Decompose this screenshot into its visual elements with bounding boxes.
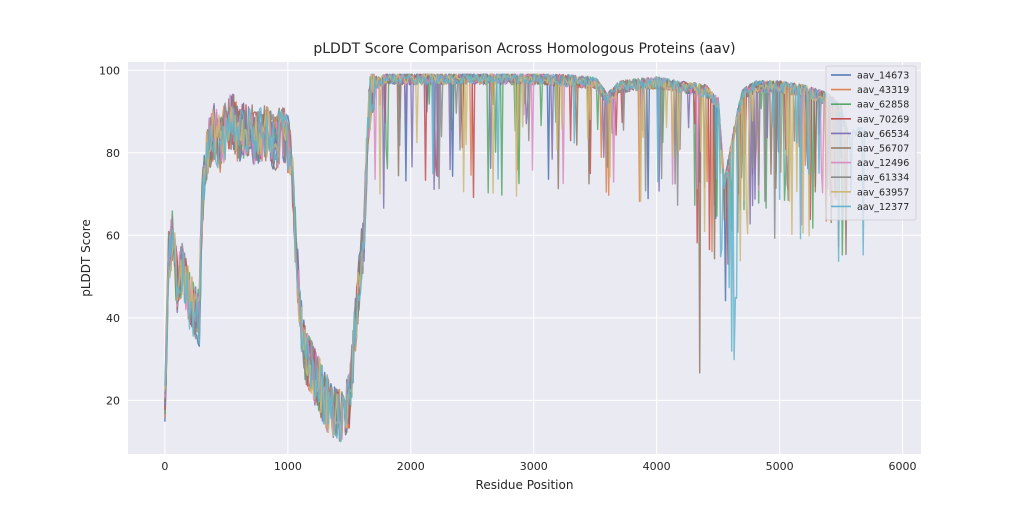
legend-label: aav_62858 <box>857 100 909 111</box>
legend-label: aav_70269 <box>857 114 909 125</box>
legend-label: aav_61334 <box>857 173 909 184</box>
y-tick-label: 20 <box>106 394 120 407</box>
y-tick-label: 40 <box>106 312 120 325</box>
x-tick-label: 5000 <box>766 460 794 473</box>
x-tick-label: 2000 <box>397 460 425 473</box>
chart-title: pLDDT Score Comparison Across Homologous… <box>313 41 735 57</box>
legend-label: aav_66534 <box>857 129 909 140</box>
x-tick-label: 0 <box>161 460 168 473</box>
legend-label: aav_43319 <box>857 85 909 96</box>
x-tick-label: 4000 <box>643 460 671 473</box>
x-tick-label: 1000 <box>274 460 302 473</box>
y-tick-label: 100 <box>99 64 120 77</box>
series-line-aav_12377 <box>164 73 867 443</box>
series-layer <box>164 73 867 443</box>
y-axis-ticks: 20 40 60 80 100 <box>99 64 120 407</box>
y-tick-label: 60 <box>106 229 120 242</box>
x-axis-label: Residue Position <box>476 478 574 492</box>
x-tick-label: 3000 <box>520 460 548 473</box>
legend-label: aav_14673 <box>857 71 909 82</box>
legend-label: aav_12377 <box>857 202 909 213</box>
legend-label: aav_63957 <box>857 187 909 198</box>
y-axis-label: pLDDT Score <box>79 219 93 297</box>
x-axis-ticks: 0 1000 2000 3000 4000 5000 6000 <box>161 460 916 473</box>
x-tick-label: 6000 <box>889 460 917 473</box>
legend: aav_14673 aav_43319 aav_62858 aav_70269 aav_… <box>825 65 917 221</box>
legend-label: aav_56707 <box>857 144 909 155</box>
y-tick-label: 80 <box>106 147 120 160</box>
legend-label: aav_12496 <box>857 158 909 169</box>
